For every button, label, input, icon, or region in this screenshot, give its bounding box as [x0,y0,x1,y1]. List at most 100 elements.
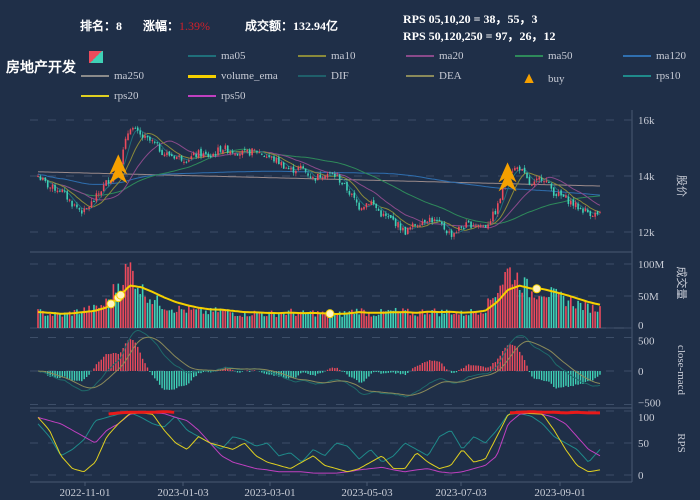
volume-bar [572,306,575,328]
volume-bar [234,316,236,328]
macd-histogram-bar [102,356,105,371]
candle-body [436,220,438,222]
dea-line [37,336,601,396]
legend-buy[interactable]: ▲ buy [515,70,564,88]
macd-histogram-bar [499,355,501,371]
candle-body [285,167,287,169]
macd-histogram-bar [365,371,368,379]
volume-bar [567,300,570,328]
candle-body [241,150,244,156]
macd-histogram-bar [358,371,360,383]
legend-ma120[interactable]: ma120 [623,50,686,62]
volume-bar [528,297,531,328]
volume-bar [428,314,431,328]
candle-body [407,227,409,235]
volume-bar [212,311,214,328]
candle-body [168,151,171,156]
macd-histogram-bar [592,371,594,381]
volume-bar [149,299,151,328]
volume-bar [560,291,562,328]
volume-bar [158,305,161,328]
candle-body [472,225,475,227]
volume-bar [78,314,81,328]
macd-histogram-bar [144,363,146,371]
sector-title: 房地产开发 [6,60,76,76]
candle-body [360,208,363,211]
rps-tick-label: 0 [638,470,644,482]
legend-ma50[interactable]: ma50 [515,50,572,62]
volume-bar [489,299,492,328]
legend-ma250[interactable]: ma250 [81,70,144,82]
volume-bar [394,307,397,328]
volume-bar [224,309,227,328]
macd-histogram-bar [95,364,98,371]
candle-body [431,217,433,223]
macd-histogram-bar [528,371,531,373]
candle-body [385,213,387,216]
candle-body [382,213,385,216]
macd-histogram-bar [428,360,431,371]
legend-DEA[interactable]: DEA [406,70,462,82]
volume-bar [346,313,348,328]
x-tick-label: 2023-07-03 [435,487,487,499]
legend-rps20[interactable]: rps20 [81,90,138,102]
volume-bar [197,308,200,328]
volume-bar [246,316,249,328]
macd-histogram-bar [555,371,557,389]
volume-bar [465,314,467,328]
volume-bar [146,302,149,328]
macd-histogram-bar [180,371,183,387]
price-tick-label: 14k [638,171,655,183]
candle-legend-icon[interactable] [89,51,103,63]
macd-histogram-bar [540,371,543,381]
macd-histogram-bar [120,352,122,371]
macd-histogram-bar [200,371,202,374]
volume-bar [550,287,553,328]
macd-histogram-bar [263,371,265,374]
macd-histogram-bar [443,366,445,371]
candle-body [535,178,538,181]
volume-bar [582,310,584,328]
legend-ma10[interactable]: ma10 [298,50,355,62]
macd-histogram-bar [154,371,156,379]
legend-label: ma50 [548,50,573,62]
macd-histogram-bar [526,365,528,371]
macd-histogram-bar [584,371,587,382]
legend-label: rps50 [221,90,246,102]
legend-ma05[interactable]: ma05 [188,50,245,62]
volume-bar [265,316,268,328]
candle-body [180,155,183,161]
volume-bar [336,313,339,328]
candle-body [594,212,596,217]
volume-bar [107,299,110,328]
legend-rps50[interactable]: rps50 [188,90,245,102]
volume-bar [73,310,76,328]
volume-bar [441,309,443,328]
volume-bar [577,300,579,328]
legend-volume-ema[interactable]: volume_ema [188,70,278,82]
macd-histogram-bar [76,371,78,381]
macd-histogram-bar [399,371,402,375]
x-tick-label: 2023-03-01 [244,487,295,499]
candle-body [90,201,93,208]
candle-body [419,225,421,227]
rank-value: 8 [116,19,123,33]
legend-ma20[interactable]: ma20 [406,50,463,62]
legend-DIF[interactable]: DIF [298,70,349,82]
legend-rps10[interactable]: rps10 [623,70,680,82]
candle-body [475,225,477,227]
candle-body [363,206,365,210]
candle-body [555,194,558,196]
candle-body [248,149,251,156]
volume-bar [482,313,485,328]
candle-body [414,224,416,226]
macd-histogram-bar [557,371,560,388]
volume-bar [372,315,375,328]
macd-histogram-bar [392,371,394,373]
macd-histogram-bar [411,368,414,371]
macd-histogram-bar [426,361,428,371]
macd-histogram-bar [66,371,68,379]
macd-histogram-bar [275,371,278,376]
macd-histogram-bar [419,364,421,371]
macd-histogram-bar [596,371,599,377]
